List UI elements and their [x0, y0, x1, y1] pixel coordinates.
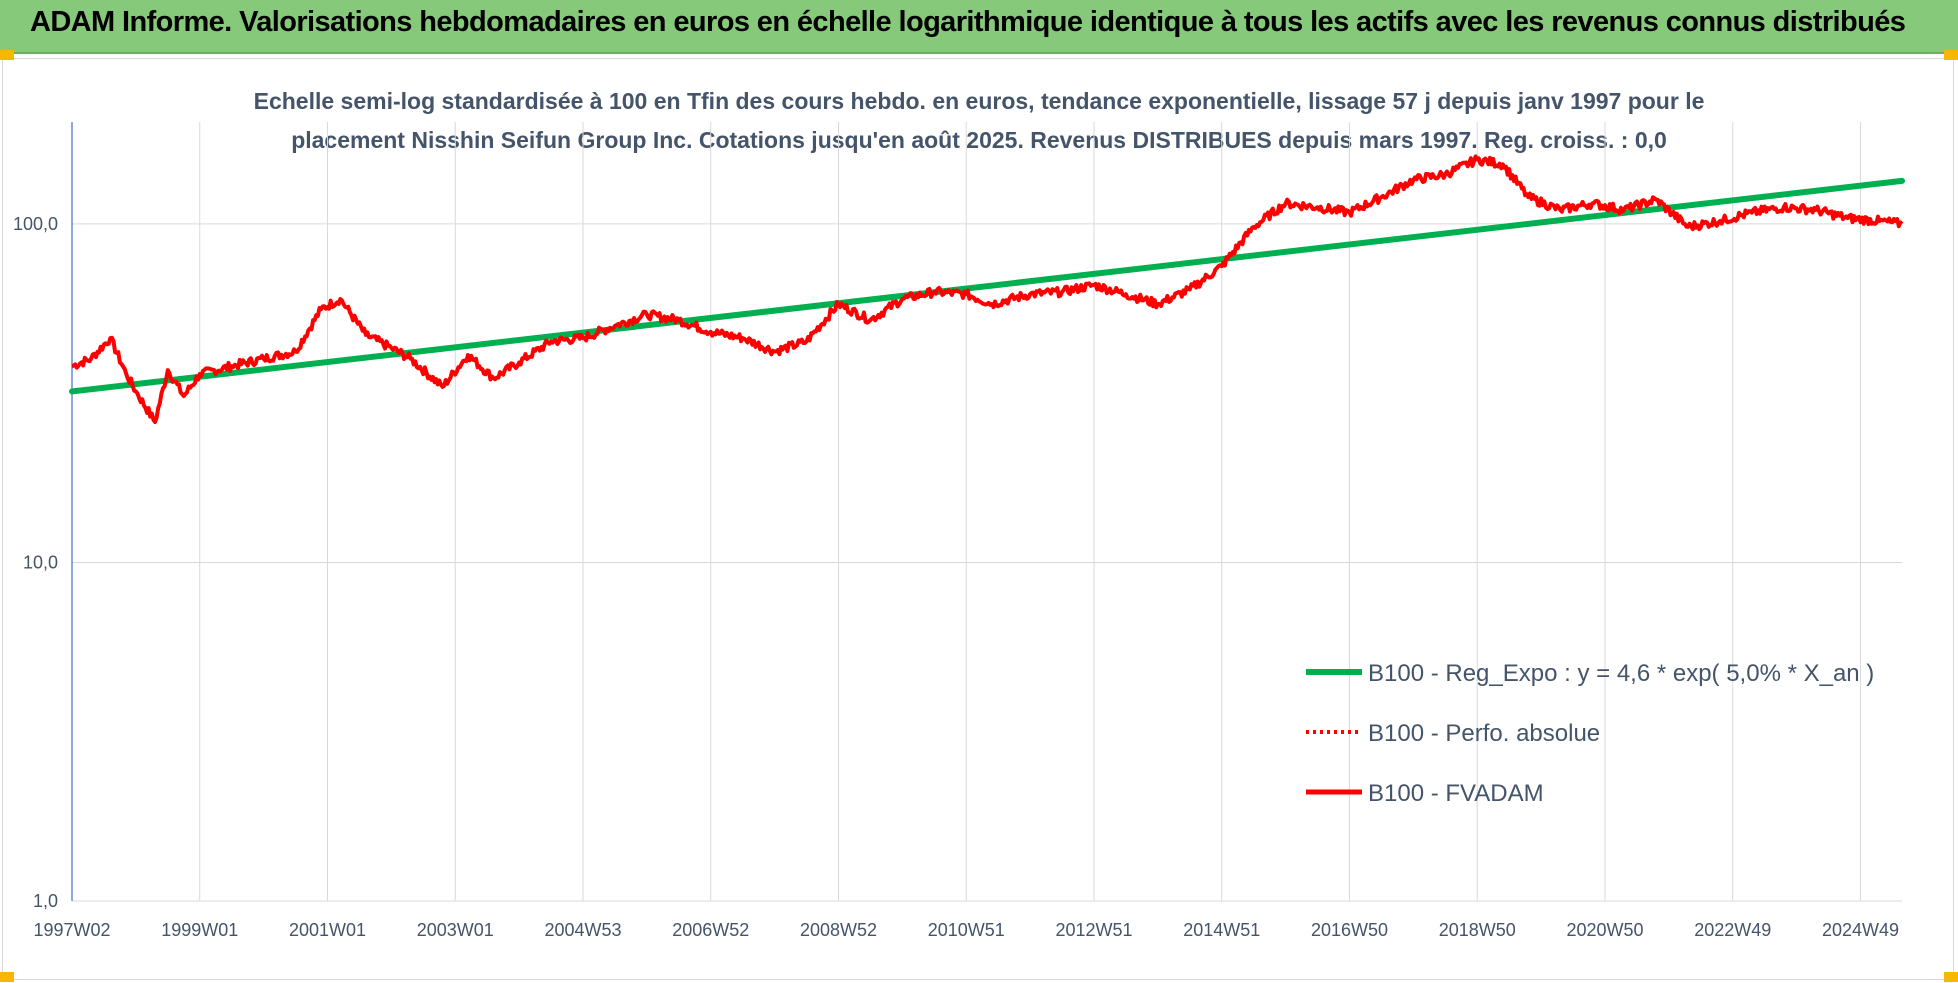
x-tick-label: 2014W51 — [1183, 920, 1260, 940]
y-tick-label: 100,0 — [13, 214, 58, 234]
x-tick-label: 1997W02 — [33, 920, 110, 940]
chart-title-line-1: Echelle semi-log standardisée à 100 en T… — [253, 88, 1705, 114]
corner-accent-top-left — [0, 50, 14, 60]
x-tick-label: 2001W01 — [289, 920, 366, 940]
legend-label: B100 - Perfo. absolue — [1368, 720, 1600, 747]
x-tick-label: 2022W49 — [1694, 920, 1771, 940]
header-banner: ADAM Informe. Valorisations hebdomadaire… — [0, 0, 1958, 54]
legend-label: B100 - FVADAM — [1368, 780, 1544, 807]
series-line-reg-expo — [69, 177, 1905, 395]
x-tick-label: 2006W52 — [672, 920, 749, 940]
corner-accent-bottom-left — [0, 972, 14, 982]
x-tick-label: 2004W53 — [544, 920, 621, 940]
x-tick-label: 2008W52 — [800, 920, 877, 940]
chart-title-line-2: placement Nisshin Seifun Group Inc. Cota… — [291, 127, 1667, 153]
legend-label: B100 - Reg_Expo : y = 4,6 * exp( 5,0% * … — [1368, 660, 1874, 687]
x-tick-label: 2012W51 — [1055, 920, 1132, 940]
x-tick-label: 2003W01 — [417, 920, 494, 940]
corner-accent-top-right — [1944, 50, 1958, 60]
chart-title: Echelle semi-log standardisée à 100 en T… — [0, 82, 1958, 160]
y-tick-label: 10,0 — [23, 552, 58, 572]
x-tick-label: 2018W50 — [1439, 920, 1516, 940]
y-tick-label: 1,0 — [33, 891, 58, 911]
x-tick-label: 2020W50 — [1566, 920, 1643, 940]
page-title: ADAM Informe. Valorisations hebdomadaire… — [30, 6, 1906, 38]
x-tick-label: 1999W01 — [161, 920, 238, 940]
series-line-fvadam — [71, 154, 1904, 424]
x-tick-label: 2010W51 — [928, 920, 1005, 940]
corner-accent-bottom-right — [1944, 972, 1958, 982]
x-tick-label: 2024W49 — [1822, 920, 1899, 940]
x-tick-label: 2016W50 — [1311, 920, 1388, 940]
